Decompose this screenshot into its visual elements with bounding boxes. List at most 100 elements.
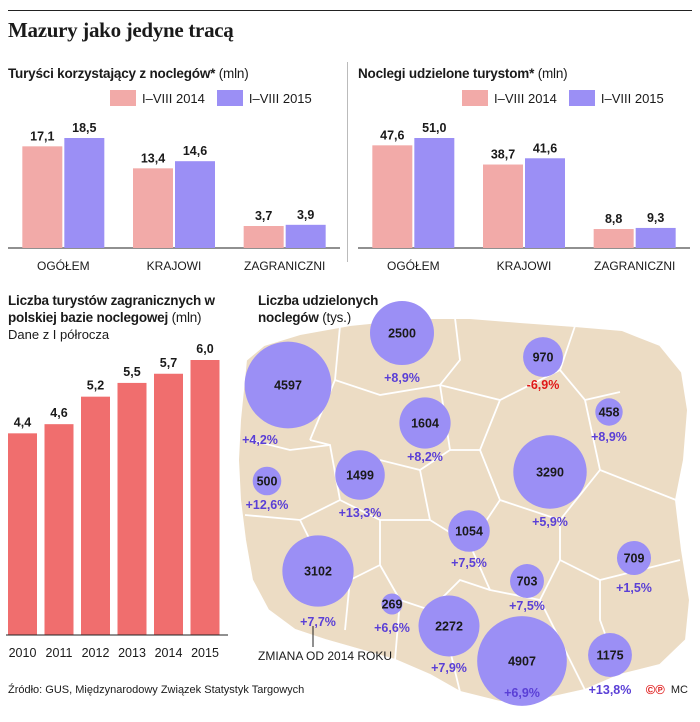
region-change-label: +7,5% [509, 599, 545, 613]
bar-value-label: 4,6 [50, 406, 67, 420]
author-initials: MC [670, 683, 688, 696]
brand: ©℗ MC [646, 682, 688, 697]
bar-value-label: 5,5 [123, 365, 140, 379]
region-bubble [595, 398, 623, 426]
region-bubble [448, 510, 490, 552]
year-label: 2010 [9, 646, 37, 660]
region-bubble [252, 466, 282, 496]
region-bubble [399, 397, 451, 449]
legend-swatch-2015 [216, 90, 243, 106]
category-label: ZAGRANICZNI [594, 259, 675, 273]
region-value-label: 458 [599, 406, 620, 420]
chart-divider [347, 62, 348, 262]
category-label: KRAJOWI [147, 259, 202, 273]
bar [243, 226, 284, 248]
bar-value-label: 3,9 [297, 208, 314, 222]
chart3-unit: (mln) [171, 310, 202, 325]
region-value-label: 709 [624, 552, 645, 566]
bar [285, 224, 326, 248]
region-bubble [282, 535, 354, 607]
region-value-label: 1054 [455, 525, 483, 539]
bar-value-label: 18,5 [72, 121, 96, 135]
category-label: OGÓŁEM [37, 258, 90, 273]
region-bubble [513, 435, 587, 509]
bar [190, 360, 220, 635]
bar-value-label: 13,4 [141, 151, 165, 165]
region-change-label: +1,5% [616, 581, 652, 595]
chart1-title-text: Turyści korzystający z noclegów* [8, 66, 216, 81]
poland-map-shape [236, 317, 692, 704]
bar [483, 164, 523, 248]
year-label: 2015 [191, 646, 219, 660]
region-value-label: 970 [533, 351, 554, 365]
bar-value-label: 9,3 [647, 211, 664, 225]
top-rule [8, 10, 692, 11]
bar-value-label: 5,2 [87, 379, 104, 393]
region-bubble [477, 616, 567, 706]
bar-value-label: 47,6 [380, 128, 404, 142]
category-label: ZAGRANICZNI [244, 259, 325, 273]
chart2-legend: I–VIII 2014 I–VIII 2015 [462, 90, 676, 106]
bar [154, 373, 183, 635]
region-value-label: 500 [257, 475, 278, 489]
chart1-title: Turyści korzystający z noclegów* (mln) [8, 66, 249, 81]
bar [81, 396, 110, 635]
legend-label-2015: I–VIII 2015 [248, 90, 312, 106]
bar [117, 382, 147, 635]
region-value-label: 2500 [388, 327, 416, 341]
region-value-label: 2272 [435, 620, 463, 634]
region-change-label: +8,2% [407, 450, 443, 464]
region-bubble [381, 593, 403, 615]
region-change-label: +7,7% [300, 615, 336, 629]
bar-value-label: 17,1 [30, 129, 54, 143]
map-title-text: Liczba udzielonych noclegów [258, 293, 379, 325]
legend-swatch-2014 [462, 90, 488, 106]
bar-value-label: 14,6 [183, 144, 207, 158]
legend-item-2015: I–VIII 2015 [568, 90, 664, 106]
map-title: Liczba udzielonych noclegów (tys.) [258, 292, 428, 326]
bar [175, 161, 215, 248]
region-border [439, 317, 461, 386]
region-value-label: 269 [382, 598, 403, 612]
year-label: 2012 [82, 646, 110, 660]
chart2-title: Noclegi udzielone turystom* (mln) [358, 66, 568, 81]
region-bubble [418, 595, 480, 657]
legend-swatch-2014 [110, 90, 136, 106]
bar-value-label: 6,0 [196, 342, 213, 356]
chart2-title-text: Noclegi udzielone turystom* [358, 66, 535, 81]
bar [22, 146, 63, 248]
bar-value-label: 5,7 [160, 356, 177, 370]
region-change-label: +7,5% [451, 556, 487, 570]
bar-value-label: 4,4 [14, 415, 31, 429]
legend-item-2014: I–VIII 2014 [462, 90, 557, 106]
region-value-label: 1175 [596, 649, 623, 663]
bar [8, 433, 37, 635]
bar [44, 424, 74, 635]
legend-item-2014: I–VIII 2014 [110, 90, 205, 106]
bar-value-label: 51,0 [422, 121, 446, 135]
category-label: OGÓŁEM [387, 258, 440, 273]
legend-swatch-2015 [568, 90, 595, 106]
region-value-label: 3102 [304, 565, 332, 579]
region-change-label: +4,2% [242, 433, 278, 447]
source-footer: Źródło: GUS, Międzynarodowy Związek Stat… [8, 684, 305, 696]
publisher-logo: ©℗ [645, 682, 665, 697]
map-unit: (tys.) [322, 310, 352, 325]
bar [414, 138, 455, 248]
region-change-label: +5,9% [532, 515, 568, 529]
region-change-label: +13,8% [589, 683, 632, 697]
region-value-label: 1604 [411, 417, 439, 431]
legend-item-2015: I–VIII 2015 [216, 90, 312, 106]
year-label: 2013 [118, 646, 146, 660]
bar [64, 138, 105, 248]
region-value-label: 703 [517, 575, 538, 589]
year-label: 2011 [46, 646, 73, 660]
bar [593, 229, 634, 248]
bar-value-label: 8,8 [605, 212, 622, 226]
region-change-label: +7,9% [431, 661, 467, 675]
region-bubble [616, 540, 652, 576]
legend-label-2014: I–VIII 2014 [494, 90, 557, 106]
legend-label-2014: I–VIII 2014 [142, 90, 205, 106]
bar [525, 158, 565, 248]
